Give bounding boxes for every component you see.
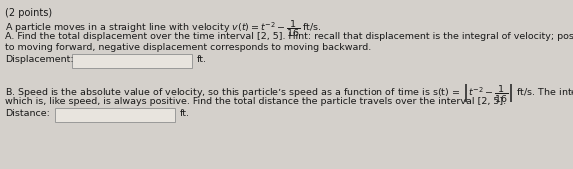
Text: to moving forward, negative displacement corresponds to moving backward.: to moving forward, negative displacement… [5, 43, 371, 52]
Text: ft.: ft. [197, 55, 207, 64]
Text: ft.: ft. [180, 109, 190, 118]
FancyBboxPatch shape [55, 108, 175, 122]
Text: Displacement:: Displacement: [5, 55, 73, 64]
Text: A. Find the total displacement over the time interval [2, 5]. Hint: recall that : A. Find the total displacement over the … [5, 32, 573, 41]
Text: which is, like speed, is always positive. Find the total distance the particle t: which is, like speed, is always positive… [5, 97, 506, 106]
Text: B. Speed is the absolute value of velocity, so this particle’s speed as a functi: B. Speed is the absolute value of veloci… [5, 82, 573, 104]
FancyBboxPatch shape [72, 54, 192, 68]
Text: Distance:: Distance: [5, 109, 50, 118]
Text: A particle moves in a straight line with velocity $v(t) = t^{-2} - \dfrac{1}{16}: A particle moves in a straight line with… [5, 18, 322, 39]
Text: (2 points): (2 points) [5, 8, 52, 18]
